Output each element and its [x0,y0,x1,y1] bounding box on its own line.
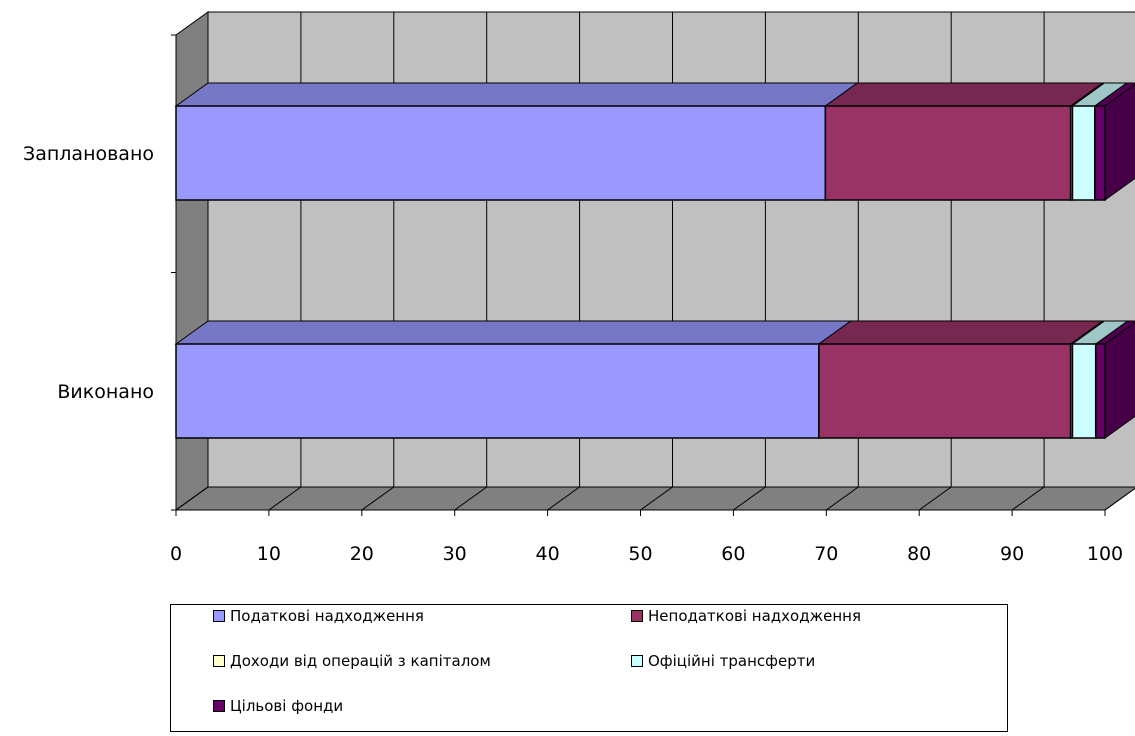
x-tick-label: 30 [443,543,467,565]
bar-segment-4 [1071,343,1097,439]
x-tick-label: 0 [170,543,182,565]
floor-gridline [918,486,952,511]
legend-item: Цільові фонди [213,695,343,717]
floor [174,486,1135,511]
x-tick-label: 80 [907,543,931,565]
floor-gridline [547,486,580,511]
bar-top-1 [174,320,853,345]
legend-swatch [631,655,643,667]
legend-label: Доходи від операцій з капіталом [230,652,491,670]
bar-top-2 [817,320,1105,345]
legend-item: Офіційні трансферти [631,650,815,672]
floor-gridline [268,486,302,511]
floor-gridline [826,486,859,511]
x-tick-label: 100 [1087,543,1123,565]
x-tick-label: 60 [721,543,745,565]
x-tick-label: 90 [1000,543,1024,565]
legend-label: Цільові фонди [230,697,344,715]
floor-gridline [640,486,673,511]
bar-side [1104,321,1135,439]
bar-segment-5 [1094,343,1106,439]
legend-label: Податкові надходження [230,607,424,625]
legend-item: Доходи від операцій з капіталом [213,650,491,672]
bar-segment-5 [1094,105,1106,201]
legend-swatch [213,655,225,667]
category-label: Заплановано [23,143,154,165]
x-tick-label: 50 [628,543,652,565]
x-tick-label: 40 [536,543,560,565]
legend-swatch [631,610,643,622]
bar-segment-4 [1071,105,1096,201]
bar-top-2 [823,82,1105,107]
floor-gridline [361,486,395,511]
bar-side [1104,83,1135,201]
floor-gridline [454,486,487,511]
bar-segment-1 [175,343,820,439]
bars [174,82,1135,439]
floor-gridline [733,486,766,511]
axes: 0 10 20 30 40 50 60 70 80 90 100 Заплановано Виконан… [23,34,1123,565]
legend-swatch [213,700,225,712]
legend: Податкові надходження Неподаткові надходж… [170,604,1008,732]
floor-gridline [175,486,209,511]
x-tick-label: 10 [257,543,281,565]
legend-item: Податкові надходження [213,605,424,627]
bar-segment-2 [824,105,1072,201]
x-tick-label: 70 [814,543,838,565]
bar-segment-2 [818,343,1072,439]
x-tick-label: 20 [350,543,374,565]
floor-gridline [1104,487,1135,511]
bar-top-1 [174,82,859,107]
category-label: Виконано [57,381,154,403]
legend-swatch [213,610,225,622]
legend-label: Неподаткові надходження [648,607,861,625]
floor-gridline [1011,486,1045,511]
legend-item: Неподаткові надходження [631,605,861,627]
legend-label: Офіційні трансферти [648,652,816,670]
bar-segment-1 [175,105,827,201]
